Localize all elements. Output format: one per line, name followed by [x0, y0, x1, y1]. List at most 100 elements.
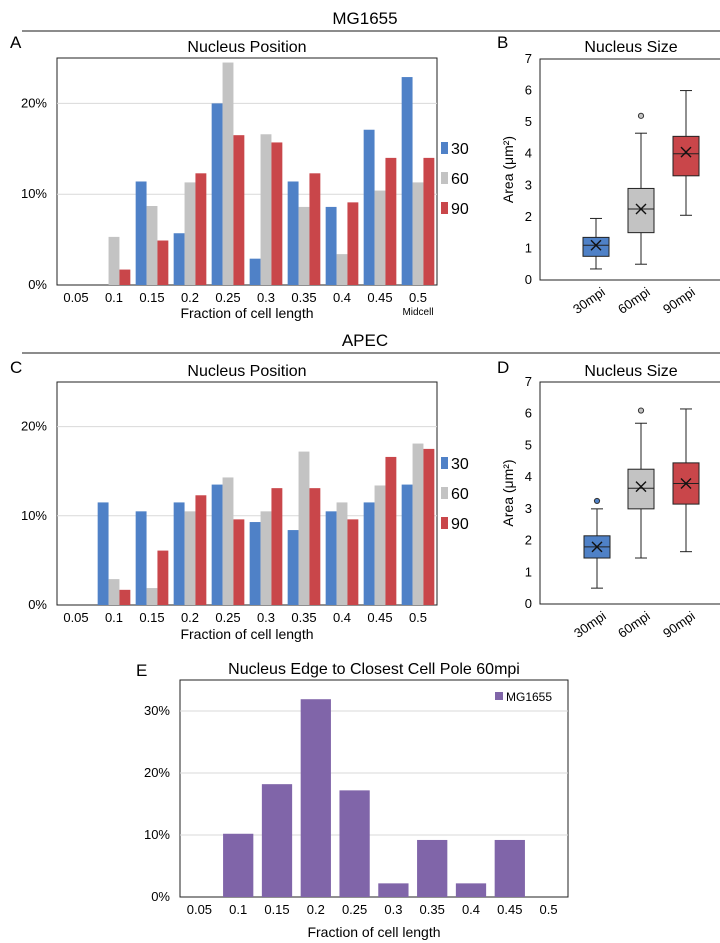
bar-90-0.45: [385, 456, 397, 605]
mean-marker-90mpi: [680, 477, 692, 489]
bar-mg1655-0.15: [261, 784, 293, 897]
y-tick-label: 0%: [28, 277, 47, 292]
x-tick-label: 0.05: [63, 290, 88, 305]
bar-mg1655-0.4: [455, 883, 487, 897]
x-tick-label: 0.5: [409, 610, 427, 625]
x-tick-label: 0.1: [105, 610, 123, 625]
x-tick-label: 0.2: [181, 290, 199, 305]
x-tick-label: 0.2: [307, 902, 325, 917]
bar-90-0.5: [423, 448, 435, 605]
bar-90-0.4: [347, 202, 359, 285]
bar-30-0.15: [135, 511, 147, 605]
bar-30-0.25: [211, 103, 223, 286]
bar-90-0.5: [423, 157, 435, 285]
mean-marker-90mpi: [680, 146, 692, 158]
x-tick-label: 0.5: [540, 902, 558, 917]
bar-60-0.25: [222, 62, 234, 285]
bar-60-0.25: [222, 477, 234, 605]
bar-60-0.15: [146, 588, 158, 605]
mean-marker-60mpi: [635, 481, 647, 493]
x-tick-label: 0.1: [229, 902, 247, 917]
legend-swatch-30: [441, 142, 448, 154]
y-tick-label: 7: [525, 374, 532, 389]
x-tick-label: 0.15: [139, 290, 164, 305]
bar-90-0.25: [233, 135, 245, 285]
y-tick-label: 30%: [144, 703, 170, 718]
bar-90-0.15: [157, 240, 169, 285]
x-tick-label: 0.35: [291, 290, 316, 305]
y-tick-label: 4: [525, 469, 532, 484]
bar-60-0.15: [146, 206, 158, 285]
y-tick-label: 2: [525, 209, 532, 224]
y-tick-label: 20%: [21, 419, 47, 434]
bar-30-0.5: [401, 77, 413, 286]
bar-90-0.25: [233, 519, 245, 605]
x-tick-label: 0.3: [384, 902, 402, 917]
bar-30-0.35: [287, 530, 299, 605]
x-tick-label: 0.4: [333, 610, 351, 625]
bar-30-0.25: [211, 484, 223, 605]
x-tick-label: 0.45: [367, 610, 392, 625]
y-tick-label: 1: [525, 564, 532, 579]
y-tick-label: 5: [525, 437, 532, 452]
box-60mpi: [627, 187, 655, 234]
x-tick-label-60mpi: 60mpi: [615, 284, 653, 317]
bar-60-0.45: [374, 485, 386, 605]
x-axis-label: Fraction of cell length: [180, 626, 313, 642]
y-tick-label: 6: [525, 83, 532, 98]
bar-90-0.2: [195, 495, 207, 605]
legend-label-90: 90: [451, 516, 469, 533]
bar-mg1655-0.25: [339, 790, 370, 897]
bar-60-0.35: [298, 206, 310, 285]
box-90mpi: [672, 135, 700, 177]
bar-60-0.4: [336, 502, 348, 605]
legend-label-60: 60: [451, 171, 469, 188]
bar-90-0.1: [119, 269, 131, 285]
bar-90-0.3: [271, 488, 283, 605]
legend-label-30: 30: [451, 456, 469, 473]
y-tick-label: 4: [525, 146, 532, 161]
x-tick-sublabel: Midcell: [402, 307, 433, 318]
x-tick-label-90mpi: 90mpi: [660, 608, 698, 641]
bar-30-0.15: [135, 181, 147, 285]
bar-mg1655-0.1: [223, 833, 254, 897]
bar-30-0.1: [97, 502, 109, 605]
bar-60-0.1: [108, 579, 120, 605]
chart-d-nucleus-size-apec: Nucleus Size 0 1 2 3 4 5 6 7 Area (μm²) 30mpi 60mpi…: [500, 363, 720, 641]
x-tick-label: 0.15: [139, 610, 164, 625]
bar-60-0.4: [336, 254, 348, 285]
bar-30-0.4: [325, 511, 337, 605]
bar-90-0.35: [309, 173, 321, 285]
panel-letter-c: C: [10, 358, 22, 377]
bar-30-0.3: [249, 258, 261, 285]
y-tick-label: 10%: [21, 508, 47, 523]
header-apec: APEC: [342, 331, 388, 350]
x-tick-label: 0.05: [63, 610, 88, 625]
bar-60-0.5: [412, 443, 424, 605]
x-tick-label: 0.45: [497, 902, 522, 917]
x-axis-label: Fraction of cell length: [180, 305, 313, 321]
bar-60-0.3: [260, 511, 272, 605]
bar-mg1655-0.35: [417, 839, 448, 897]
bar-90-0.35: [309, 488, 321, 605]
bar-90-0.45: [385, 157, 397, 285]
y-tick-label: 20%: [144, 765, 170, 780]
panel-letter-e: E: [136, 661, 147, 680]
x-tick-label: 0.45: [367, 290, 392, 305]
outlier-60mpi: [637, 112, 645, 119]
y-axis-label: Area (μm²): [500, 459, 516, 526]
y-tick-label: 0%: [151, 889, 170, 904]
bar-30-0.3: [249, 522, 261, 605]
panel-letter-d: D: [497, 358, 509, 377]
x-tick-label: 0.35: [420, 902, 445, 917]
bar-90-0.4: [347, 519, 359, 605]
y-tick-label: 0%: [28, 597, 47, 612]
y-tick-label: 0: [525, 272, 532, 287]
bar-30-0.5: [401, 484, 413, 605]
bar-60-0.45: [374, 190, 386, 285]
bar-60-0.5: [412, 182, 424, 285]
x-tick-label: 0.1: [105, 290, 123, 305]
legend-swatch-mg1655: [495, 692, 503, 700]
outlier-30mpi: [593, 497, 601, 505]
mean-marker-30mpi: [591, 541, 603, 553]
